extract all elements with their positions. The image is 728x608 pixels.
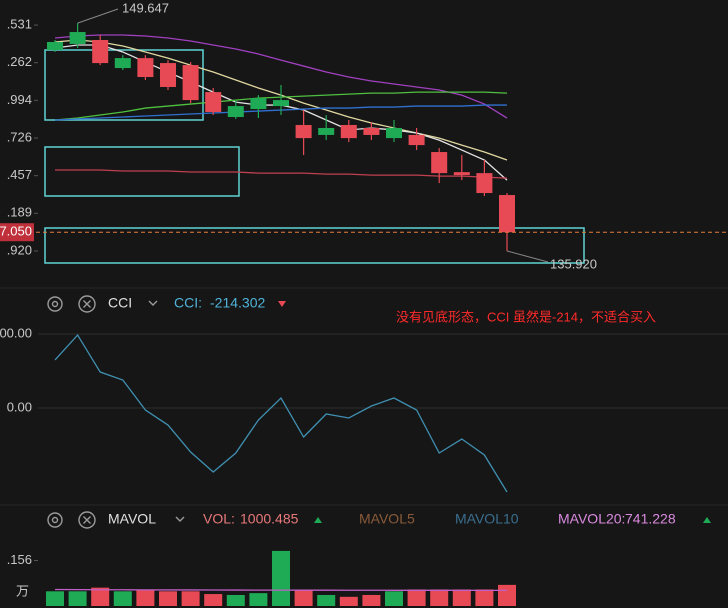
- settings-icon-core: [51, 516, 59, 524]
- volume-bar: [226, 594, 245, 606]
- y-tick-label: .994: [7, 92, 32, 107]
- volume-bar: [385, 591, 403, 606]
- annotation-leader: [506, 250, 549, 263]
- vol-header: MAVOL: [47, 511, 711, 529]
- volume-bar: [294, 589, 313, 606]
- volume-bar: [204, 594, 223, 606]
- mavol-line: [54, 588, 508, 592]
- legend-value: -214.302: [210, 295, 265, 311]
- candle-body: [205, 92, 222, 113]
- up-arrow: [703, 517, 711, 523]
- candle-body: [227, 106, 244, 118]
- dropdown-icon[interactable]: [148, 300, 158, 306]
- down-arrow: [278, 301, 286, 307]
- y-tick-label: .920: [7, 242, 32, 257]
- volume-bar: [91, 587, 110, 606]
- settings-icon-core: [51, 300, 59, 308]
- annotation-leader: [77, 8, 119, 24]
- zone-box: [44, 227, 585, 264]
- volume-bar: [430, 589, 449, 606]
- cci-line: [54, 333, 508, 493]
- volume-bar: [181, 591, 200, 606]
- volume-bar: [452, 589, 471, 606]
- ma-line: [55, 169, 508, 179]
- volume-bar: [317, 594, 336, 606]
- low-annotation: 135.920: [550, 256, 597, 271]
- legend-label: CCI:: [174, 295, 202, 311]
- volume-bar: [136, 590, 155, 606]
- candle-body: [295, 124, 312, 139]
- volume-bar: [46, 591, 64, 606]
- last-price-label: 7.050: [0, 224, 32, 239]
- y-tick-label: .457: [7, 167, 32, 182]
- candle-body: [273, 100, 289, 107]
- close-icon[interactable]: [78, 511, 96, 529]
- indicator-name: CCI: [108, 295, 132, 311]
- candle-body: [318, 127, 335, 135]
- legend-value: 1000.485: [240, 511, 299, 527]
- candle-body: [160, 63, 176, 87]
- candle-body: [453, 172, 470, 176]
- legend-label: MAVOL5: [359, 511, 415, 527]
- legend-label: VOL:: [203, 511, 235, 527]
- cci-header: CCI CCI: -214.302 没有见底形态，CCI 虽然是-214，不适合…: [47, 295, 656, 324]
- unit-label: 万: [16, 583, 29, 598]
- candle-body: [476, 173, 493, 194]
- volume-bar: [159, 591, 177, 606]
- candle-body: [69, 32, 86, 44]
- close-icon-x: [83, 516, 91, 524]
- candle-body: [386, 127, 402, 139]
- volume-bar: [475, 589, 494, 606]
- settings-icon[interactable]: [47, 512, 63, 528]
- y-tick-label: .262: [7, 54, 32, 69]
- volume-bar: [249, 593, 268, 606]
- y-tick-label: 00.00: [0, 325, 32, 340]
- legend-value: 741.228: [625, 511, 676, 527]
- y-tick-label: .531: [7, 16, 32, 31]
- candle-body: [340, 124, 357, 139]
- settings-icon[interactable]: [47, 296, 63, 312]
- y-tick-label: .156: [7, 552, 32, 567]
- legend-label: MAVOL10: [455, 511, 519, 527]
- y-tick-label: 0.00: [7, 399, 32, 414]
- close-icon-x: [83, 300, 91, 308]
- ma-line: [54, 34, 508, 119]
- indicator-name: MAVOL: [108, 511, 156, 527]
- candle-body: [408, 134, 425, 146]
- volume-bar: [498, 584, 516, 606]
- volume-bar: [362, 594, 381, 606]
- up-arrow: [314, 517, 322, 523]
- volume-bar: [113, 591, 132, 606]
- candle-body: [114, 58, 131, 69]
- y-tick-label: .726: [7, 129, 32, 144]
- volume-bar: [68, 591, 87, 606]
- candle-body: [250, 98, 267, 110]
- volume-bar: [339, 596, 358, 606]
- annotation: 没有见底形态，CCI 虽然是-214，不适合买入: [396, 309, 656, 324]
- close-icon[interactable]: [78, 295, 96, 313]
- candle-body: [47, 41, 63, 50]
- candle-body: [431, 152, 448, 174]
- candle-body: [92, 40, 109, 64]
- zone-box: [44, 49, 204, 121]
- volume-bar: [407, 589, 426, 606]
- dropdown-icon[interactable]: [175, 516, 185, 522]
- candle-body: [499, 195, 515, 233]
- candle-body: [182, 65, 199, 101]
- legend-label: MAVOL20:: [558, 511, 625, 527]
- candle-body: [137, 58, 154, 78]
- high-annotation: 149.647: [122, 0, 169, 15]
- y-tick-label: .189: [7, 205, 32, 220]
- volume-bar: [272, 550, 290, 606]
- last-price-box: [0, 223, 34, 242]
- candle-body: [363, 127, 380, 135]
